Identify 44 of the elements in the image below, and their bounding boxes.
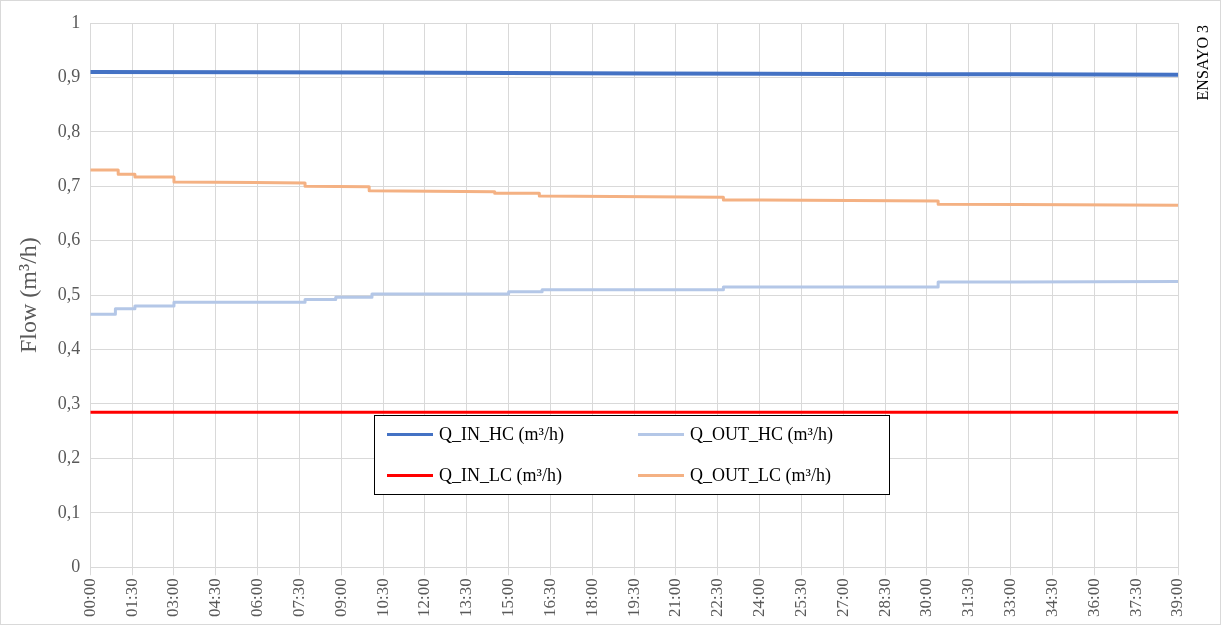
x-tick-label: 31:30	[958, 578, 978, 618]
text: ENSAYO 3	[1194, 25, 1212, 101]
x-tick-label: 07:30	[288, 578, 308, 618]
y-tick-label: 0,2	[57, 447, 81, 468]
x-tick-label: 22:30	[707, 578, 727, 618]
x-tick-label: 16:30	[539, 578, 559, 618]
x-tick-label: 09:00	[330, 578, 350, 618]
y-tick-label: 0,7	[57, 175, 81, 196]
x-tick-label: 36:00	[1083, 578, 1103, 618]
x-tick-label: 28:30	[874, 578, 894, 618]
y-tick-label: 0,6	[57, 229, 81, 250]
x-tick-label: 01:30	[121, 578, 141, 618]
x-tick-label: 30:00	[916, 578, 936, 618]
x-tick-label: 21:00	[665, 578, 685, 618]
x-tick-label: 18:00	[581, 578, 601, 618]
y-tick-label: 0,8	[57, 120, 81, 141]
x-tick-label: 24:00	[749, 578, 769, 618]
x-tick-label: 34:30	[1041, 578, 1061, 618]
y-tick-label: 1	[71, 11, 81, 32]
y-tick-label: 0,4	[57, 338, 81, 359]
x-tick-label: 10:30	[372, 578, 392, 618]
x-tick-label: 27:00	[832, 578, 852, 618]
legend-label: Q_OUT_LC (m³/h)	[690, 465, 831, 486]
x-tick-label: 06:00	[247, 578, 267, 618]
x-tick-label: 15:00	[498, 578, 518, 618]
x-tick-label: 04:30	[205, 578, 225, 618]
x-tick-label: 03:00	[163, 578, 183, 618]
x-tick-label: 00:00	[79, 578, 99, 618]
x-tick-label: 33:00	[1000, 578, 1020, 618]
y-tick-label: 0,1	[57, 501, 81, 522]
x-tick-label: 19:30	[623, 578, 643, 618]
x-tick-label: 13:30	[456, 578, 476, 618]
y-tick-label: 0,5	[57, 283, 81, 304]
y-tick-label: 0	[71, 556, 81, 577]
y-axis-title: Flow (m³/h)	[14, 237, 41, 354]
y-tick-label: 0,3	[57, 392, 81, 413]
x-tick-label: 37:30	[1125, 578, 1145, 618]
legend-label: Q_IN_LC (m³/h)	[439, 465, 562, 486]
x-tick-label: 12:00	[414, 578, 434, 618]
y-tick-label: 0,9	[57, 66, 81, 87]
x-tick-label: 39:00	[1167, 578, 1187, 618]
legend-label: Q_IN_HC (m³/h)	[439, 424, 564, 445]
x-tick-label: 25:30	[790, 578, 810, 618]
legend-label: Q_OUT_HC (m³/h)	[690, 424, 833, 445]
